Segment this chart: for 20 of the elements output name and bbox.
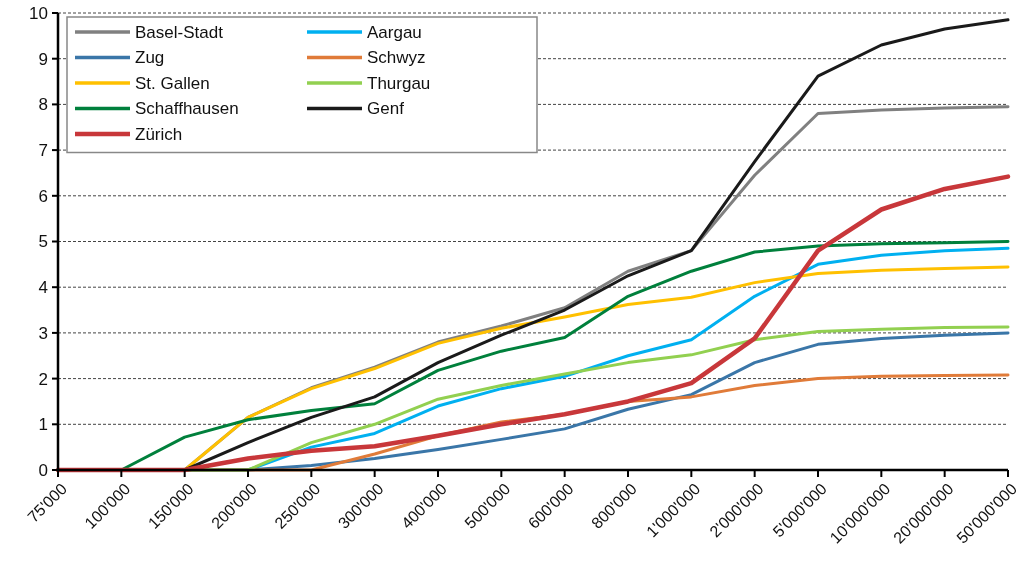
legend-label: Zürich	[135, 124, 183, 144]
y-tick-label: 8	[38, 95, 48, 115]
y-tick-label: 7	[38, 141, 48, 161]
legend-label: Zug	[135, 48, 165, 68]
legend-label: Aargau	[367, 22, 422, 42]
y-tick-label: 4	[38, 278, 48, 298]
y-tick-label: 6	[38, 186, 48, 206]
legend-label: Thurgau	[367, 73, 431, 93]
y-tick-label: 9	[38, 49, 48, 69]
legend-label: St. Gallen	[135, 73, 210, 93]
y-tick-label: 5	[38, 232, 48, 252]
legend-label: Schwyz	[367, 48, 426, 68]
y-tick-label: 1	[38, 415, 48, 435]
legend-label: Schaffhausen	[135, 99, 239, 119]
y-tick-label: 10	[29, 3, 48, 23]
legend-label: Genf	[367, 99, 405, 119]
y-tick-label: 3	[38, 323, 48, 343]
legend-label: Basel-Stadt	[135, 22, 224, 42]
y-tick-label: 2	[38, 369, 48, 389]
y-tick-label: 0	[38, 460, 48, 480]
